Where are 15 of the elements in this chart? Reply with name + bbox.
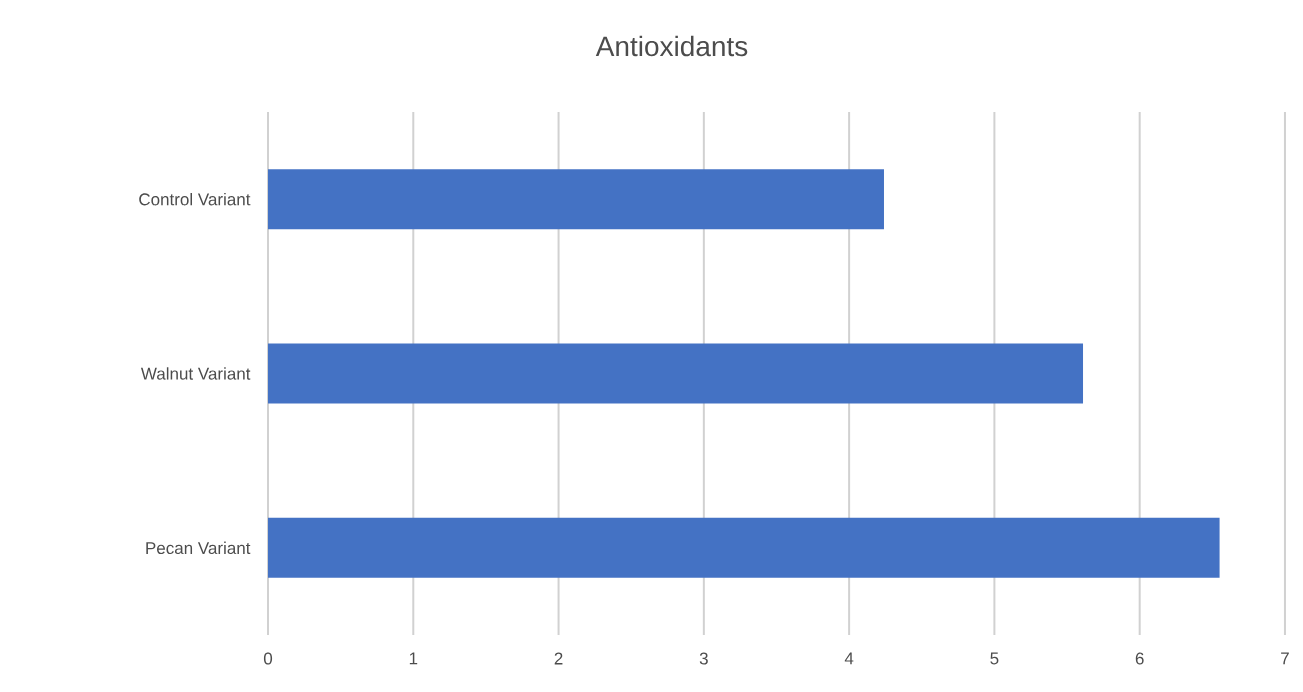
y-tick-label: Control Variant xyxy=(139,192,251,206)
x-tick-label: 7 xyxy=(1281,652,1289,665)
x-tick-label: 4 xyxy=(844,652,854,665)
y-tick-label: Walnut Variant xyxy=(140,367,251,380)
y-tick-label: Pecan Variant xyxy=(146,541,251,555)
x-tick-label: 1 xyxy=(409,652,418,665)
bar xyxy=(268,169,884,230)
x-tick-label: 6 xyxy=(1135,652,1144,665)
x-tick-label: 5 xyxy=(990,652,999,665)
bar xyxy=(268,343,1084,404)
chart-title: Antioxidants xyxy=(595,35,748,57)
x-tick-label: 0 xyxy=(263,652,273,665)
x-tick-label: 3 xyxy=(699,652,708,665)
x-tick-label: 2 xyxy=(554,652,563,665)
bar xyxy=(268,517,1220,578)
